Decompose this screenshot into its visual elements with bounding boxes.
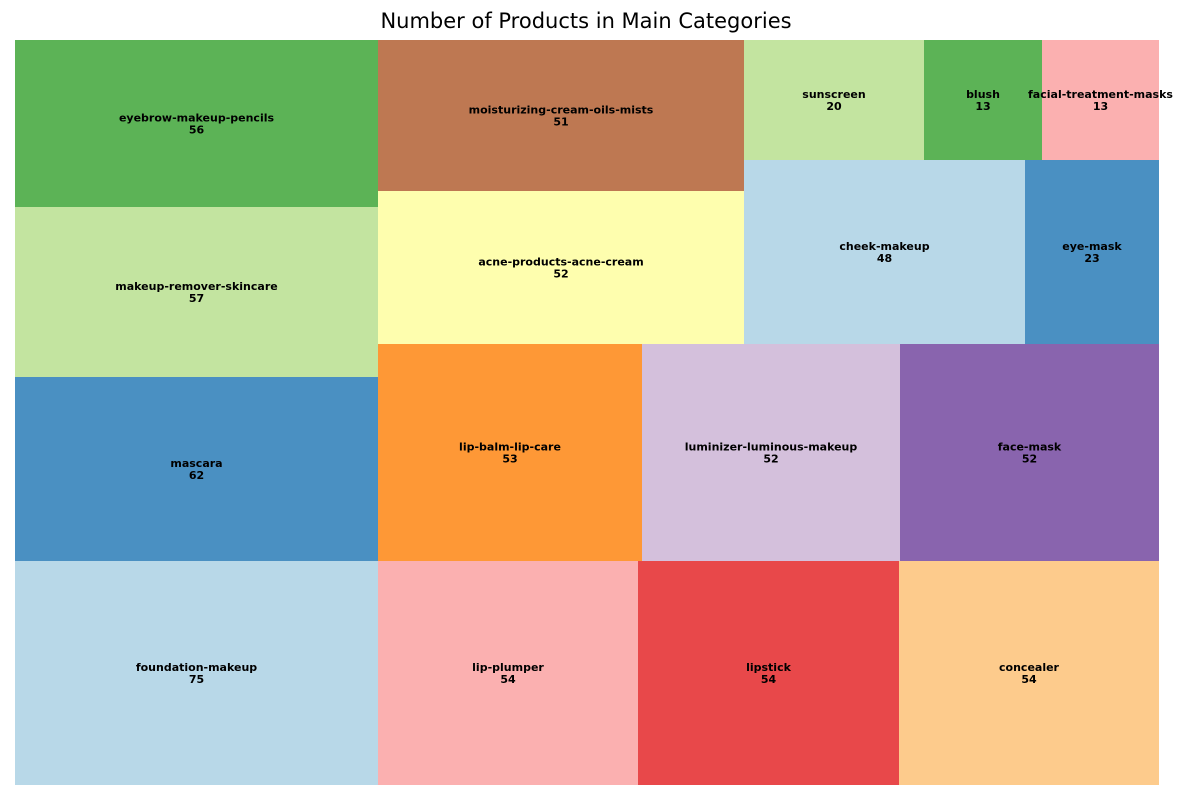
treemap-value: 13 [1093, 100, 1108, 113]
treemap-rect [15, 561, 378, 785]
treemap-label: foundation-makeup [136, 661, 257, 674]
treemap-label: moisturizing-cream-oils-mists [469, 104, 654, 117]
treemap-value: 54 [1021, 673, 1037, 686]
treemap-value: 20 [826, 100, 842, 113]
treemap-rect [642, 344, 900, 561]
treemap-value: 53 [502, 453, 517, 466]
treemap-rect [744, 40, 924, 160]
chart-title: Number of Products in Main Categories [380, 9, 792, 33]
treemap-rect [924, 40, 1042, 160]
treemap-label: lip-plumper [472, 661, 544, 674]
treemap-label: lip-balm-lip-care [459, 441, 561, 454]
treemap-label: makeup-remover-skincare [115, 280, 277, 293]
treemap-label: lipstick [746, 661, 792, 674]
treemap-rect [15, 377, 378, 561]
treemap-rect [1025, 160, 1159, 344]
treemap-rect [638, 561, 899, 785]
treemap-value: 13 [975, 100, 990, 113]
treemap-rect [378, 344, 642, 561]
treemap-value: 48 [877, 252, 892, 265]
treemap-label: concealer [999, 661, 1060, 674]
treemap-label: eye-mask [1062, 240, 1122, 253]
treemap-label: face-mask [998, 441, 1062, 454]
treemap-value: 54 [761, 673, 777, 686]
treemap-rect [1042, 40, 1159, 160]
treemap-value: 54 [500, 673, 516, 686]
treemap-label: acne-products-acne-cream [478, 256, 643, 269]
treemap-rect [378, 561, 638, 785]
treemap-rect [15, 40, 378, 207]
treemap-label: mascara [170, 457, 222, 470]
treemap-rect [378, 40, 744, 191]
treemap-value: 75 [189, 673, 204, 686]
treemap-value: 57 [189, 292, 204, 305]
treemap-value: 56 [189, 124, 205, 137]
treemap-value: 52 [553, 268, 568, 281]
treemap-rect [899, 561, 1159, 785]
treemap-label: sunscreen [802, 88, 865, 101]
treemap-label: cheek-makeup [839, 240, 929, 253]
treemap-value: 52 [763, 453, 778, 466]
treemap-rect [378, 191, 744, 344]
treemap-value: 62 [189, 469, 204, 482]
treemap-value: 51 [553, 116, 568, 129]
treemap-rect [15, 207, 378, 377]
treemap-value: 52 [1022, 453, 1037, 466]
treemap-value: 23 [1084, 252, 1099, 265]
treemap-rect [900, 344, 1159, 561]
treemap-label: facial-treatment-masks [1028, 88, 1173, 101]
treemap-rect [744, 160, 1025, 344]
treemap-label: eyebrow-makeup-pencils [119, 112, 275, 125]
treemap-label: blush [966, 88, 1000, 101]
treemap-label: luminizer-luminous-makeup [685, 441, 858, 454]
